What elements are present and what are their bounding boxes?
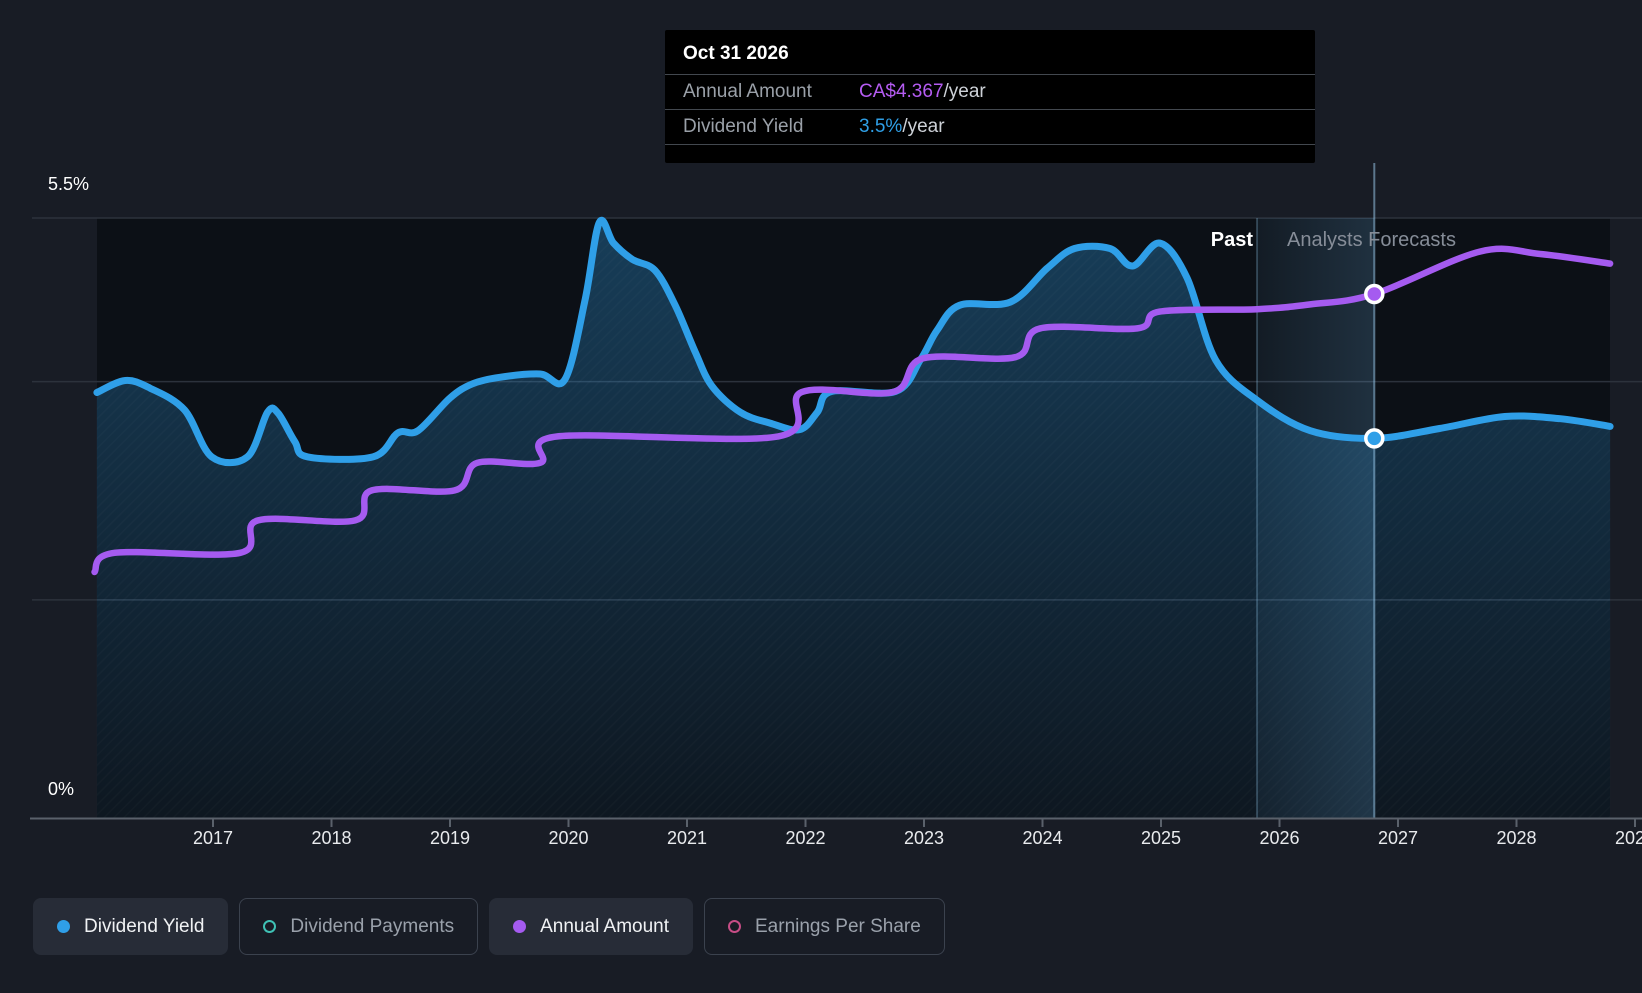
tooltip-suffix: /year (902, 116, 944, 138)
y-axis-label-max: 5.5% (48, 174, 89, 195)
x-axis-label: 2028 (1496, 828, 1536, 849)
x-axis-label: 2027 (1378, 828, 1418, 849)
legend-label: Annual Amount (540, 916, 669, 938)
analysts-forecasts-label: Analysts Forecasts (1287, 229, 1456, 252)
y-axis-label-min: 0% (48, 779, 74, 800)
legend-label: Earnings Per Share (755, 916, 921, 938)
x-axis-label: 2026 (1259, 828, 1299, 849)
tooltip-value: CA$4.367 (859, 81, 944, 103)
chart-tooltip: Oct 31 2026 Annual Amount CA$4.367 /year… (665, 30, 1315, 163)
x-axis-label: 2018 (311, 828, 351, 849)
legend-button-earnings-per-share[interactable]: Earnings Per Share (704, 898, 945, 955)
legend-label: Dividend Payments (290, 916, 454, 938)
legend-button-annual-amount[interactable]: Annual Amount (489, 898, 693, 955)
x-axis-label: 2020 (548, 828, 588, 849)
x-axis-label: 2023 (904, 828, 944, 849)
tooltip-suffix: /year (944, 81, 986, 103)
tooltip-label: Dividend Yield (683, 116, 859, 138)
tooltip-date: Oct 31 2026 (665, 30, 1315, 74)
x-axis-label: 2025 (1141, 828, 1181, 849)
tooltip-value: 3.5% (859, 116, 902, 138)
legend-button-dividend-payments[interactable]: Dividend Payments (239, 898, 478, 955)
x-axis-label: 2029 (1615, 828, 1642, 849)
x-axis-label: 2022 (785, 828, 825, 849)
past-label: Past (1140, 229, 1253, 252)
legend-dot-icon (513, 920, 526, 933)
x-axis-label: 2021 (667, 828, 707, 849)
legend-dot-icon (57, 920, 70, 933)
legend: Dividend Yield Dividend Payments Annual Am… (33, 898, 945, 955)
dividend-chart-page: { "tooltip": { "date": "Oct 31 2026", "r… (0, 0, 1642, 988)
tooltip-row-dividend-yield: Dividend Yield 3.5% /year (665, 109, 1315, 145)
x-axis-label: 2019 (430, 828, 470, 849)
tooltip-row-annual-amount: Annual Amount CA$4.367 /year (665, 74, 1315, 109)
legend-dot-icon (263, 920, 276, 933)
tooltip-label: Annual Amount (683, 81, 859, 103)
x-axis-label: 2024 (1022, 828, 1062, 849)
legend-dot-icon (728, 920, 741, 933)
legend-label: Dividend Yield (84, 916, 204, 938)
legend-button-dividend-yield[interactable]: Dividend Yield (33, 898, 228, 955)
x-axis-label: 2017 (193, 828, 233, 849)
